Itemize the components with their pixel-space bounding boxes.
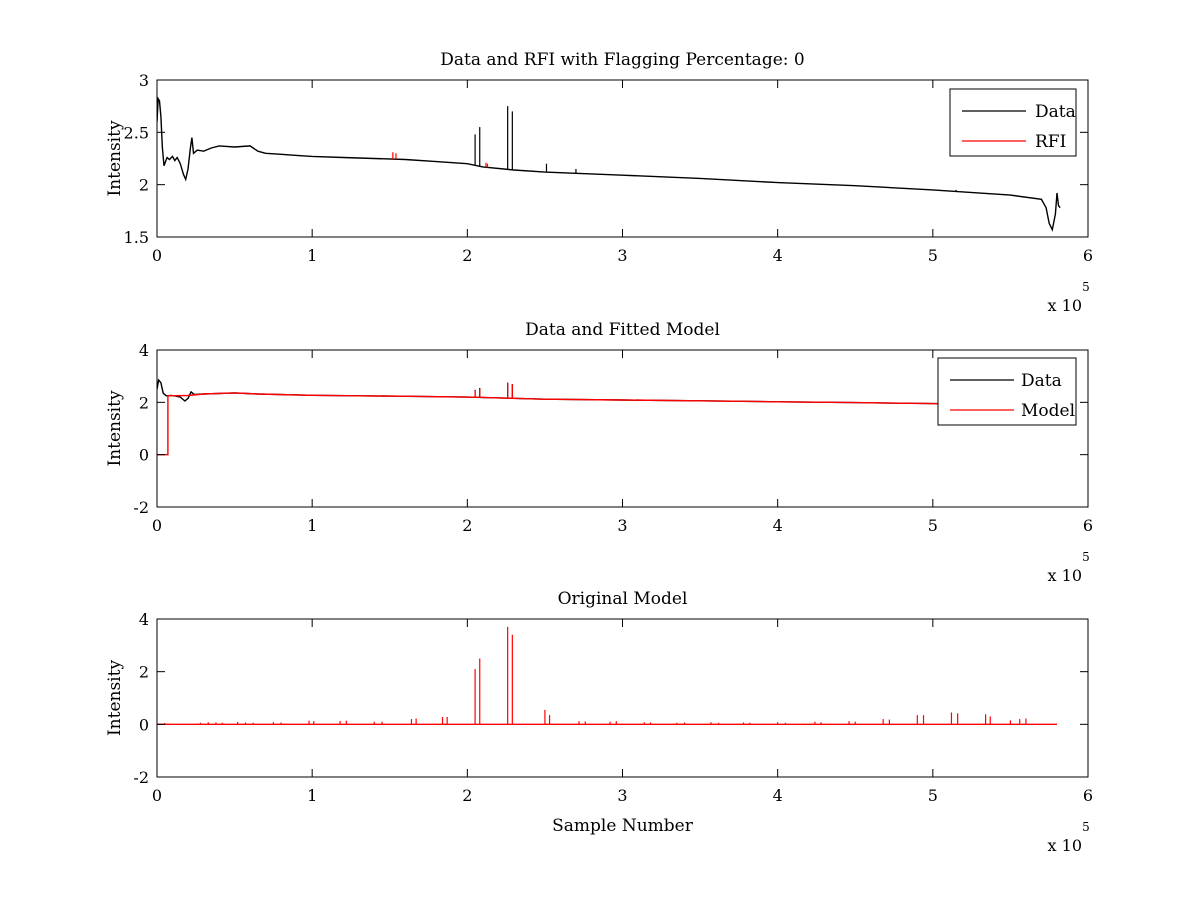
x-tick-label: 5 bbox=[928, 516, 938, 535]
chart-title: Data and Fitted Model bbox=[525, 320, 720, 340]
x-tick-label: 3 bbox=[617, 246, 627, 265]
y-tick-label: 2 bbox=[139, 663, 149, 682]
series-group bbox=[157, 626, 1057, 725]
y-axis-label: Intensity bbox=[105, 120, 125, 196]
y-tick-label: 0 bbox=[139, 446, 149, 465]
legend: Data Model bbox=[937, 357, 1077, 426]
x-tick-label: 1 bbox=[307, 516, 317, 535]
y-tick-label: 3 bbox=[139, 71, 149, 90]
x-exponent-base: x 10 bbox=[1048, 296, 1082, 315]
x-tick-label: 6 bbox=[1083, 246, 1093, 265]
plot-area bbox=[157, 350, 1088, 507]
y-tick-label: -2 bbox=[133, 768, 149, 787]
x-tick-label: 0 bbox=[152, 246, 162, 265]
legend-box bbox=[949, 88, 1077, 157]
series-group bbox=[157, 378, 1026, 456]
plot-area bbox=[157, 619, 1088, 777]
y-tick-label: 2.5 bbox=[124, 123, 149, 142]
x-exponent-base: x 10 bbox=[1048, 836, 1082, 855]
x-exponent-base: x 10 bbox=[1048, 566, 1082, 585]
legend-label: Data bbox=[1021, 371, 1062, 391]
x-tick-label: 4 bbox=[773, 246, 783, 265]
x-axis-label: Sample Number bbox=[552, 816, 694, 836]
y-tick-label: 0 bbox=[139, 715, 149, 734]
y-tick-label: 1.5 bbox=[124, 228, 149, 247]
series-group bbox=[157, 96, 1061, 232]
y-tick-label: 2 bbox=[139, 393, 149, 412]
data-series-line bbox=[157, 96, 1061, 232]
x-tick-label: 0 bbox=[152, 516, 162, 535]
chart-title: Original Model bbox=[558, 589, 688, 609]
model-series-line bbox=[157, 392, 1026, 456]
legend-box bbox=[937, 357, 1077, 426]
y-tick-label: 4 bbox=[139, 341, 149, 360]
plot-area bbox=[157, 80, 1088, 237]
x-tick-label: 4 bbox=[773, 786, 783, 805]
x-tick-label: 5 bbox=[928, 246, 938, 265]
chart-title: Data and RFI with Flagging Percentage: 0 bbox=[440, 50, 804, 70]
x-tick-label: 4 bbox=[773, 516, 783, 535]
x-tick-label: 1 bbox=[307, 786, 317, 805]
y-tick-label: 2 bbox=[139, 176, 149, 195]
x-tick-label: 6 bbox=[1083, 516, 1093, 535]
x-tick-label: 3 bbox=[617, 786, 627, 805]
legend-label: RFI bbox=[1035, 132, 1066, 152]
x-tick-label: 1 bbox=[307, 246, 317, 265]
y-axis-label: Intensity bbox=[105, 660, 125, 736]
x-exponent-power: 5 bbox=[1082, 280, 1090, 294]
x-exponent-power: 5 bbox=[1082, 550, 1090, 564]
x-tick-label: 3 bbox=[617, 516, 627, 535]
x-tick-label: 0 bbox=[152, 786, 162, 805]
x-tick-label: 2 bbox=[462, 786, 472, 805]
x-tick-label: 2 bbox=[462, 246, 472, 265]
x-tick-label: 5 bbox=[928, 786, 938, 805]
x-tick-label: 2 bbox=[462, 516, 472, 535]
legend-label: Model bbox=[1021, 401, 1075, 421]
y-tick-label: -2 bbox=[133, 498, 149, 517]
y-tick-label: 4 bbox=[139, 610, 149, 629]
x-tick-label: 6 bbox=[1083, 786, 1093, 805]
x-exponent-power: 5 bbox=[1082, 820, 1090, 834]
legend: Data RFI bbox=[949, 88, 1077, 157]
y-axis-label: Intensity bbox=[105, 390, 125, 466]
legend-label: Data bbox=[1035, 102, 1076, 122]
